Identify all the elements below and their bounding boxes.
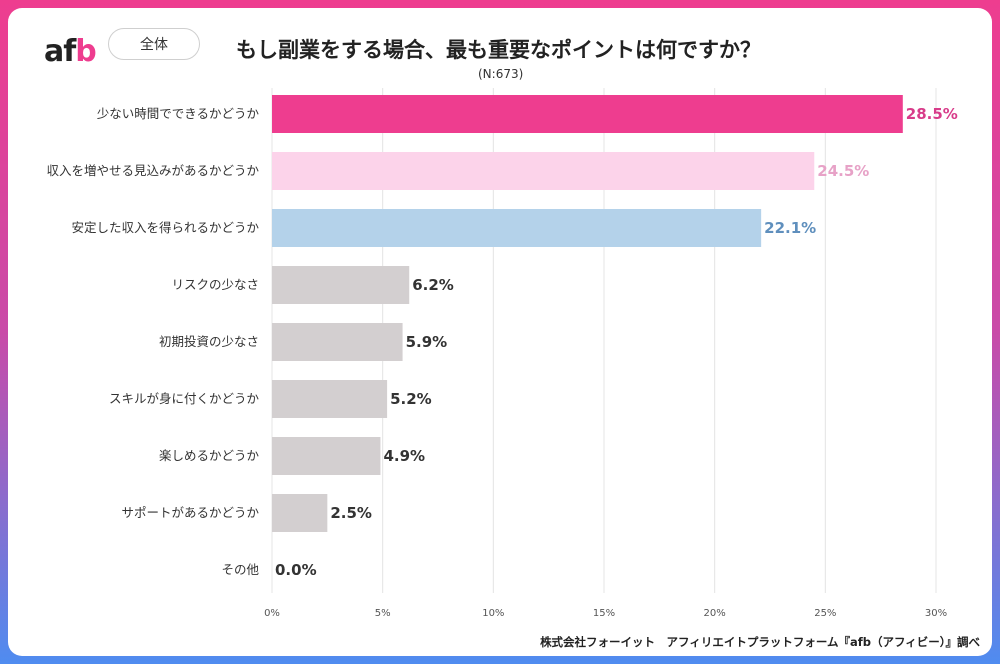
value-label: 6.2%: [412, 276, 454, 294]
category-label: 収入を増やせる見込みがあるかどうか: [46, 163, 259, 178]
x-tick-label: 5%: [375, 608, 391, 619]
value-label: 5.9%: [406, 333, 448, 351]
x-tick-label: 20%: [704, 608, 726, 619]
bar-layer: [272, 95, 903, 532]
value-label: 28.5%: [906, 105, 958, 123]
category-label: サポートがあるかどうか: [121, 505, 259, 520]
scope-badge: 全体: [108, 28, 200, 60]
x-tick-label: 30%: [925, 608, 947, 619]
bar: [272, 95, 903, 133]
source-note: 株式会社フォーイット アフィリエイトプラットフォーム『afb（アフィビー）』調べ: [540, 635, 980, 649]
category-label: 楽しめるかどうか: [159, 448, 260, 463]
value-label: 2.5%: [330, 504, 372, 522]
category-label: スキルが身に付くかどうか: [109, 391, 260, 406]
category-label: 安定した収入を得られるかどうか: [71, 220, 259, 235]
chart-card: afb 全体 もし副業をする場合、最も重要なポイントは何ですか？ (N:673)…: [8, 8, 992, 656]
bar: [272, 152, 815, 190]
label-layer: 少ない時間でできるかどうか 28.5% 収入を増やせる見込みがあるかどうか 24.5%…: [46, 105, 957, 579]
value-label: 0.0%: [275, 561, 317, 579]
logo-accent: b: [75, 34, 97, 69]
category-label: その他: [221, 562, 259, 577]
category-label: 初期投資の少なさ: [159, 334, 259, 349]
x-tick-label: 15%: [593, 608, 615, 619]
afb-logo: afb: [44, 34, 97, 69]
x-tick-label: 0%: [264, 608, 280, 619]
logo-text: af: [44, 34, 76, 69]
bar: [272, 437, 381, 475]
bar: [272, 209, 762, 247]
bar: [272, 323, 403, 361]
bar: [272, 494, 328, 532]
value-label: 22.1%: [764, 219, 816, 237]
value-label: 5.2%: [390, 390, 432, 408]
x-tick-label: 10%: [482, 608, 504, 619]
x-tick-label: 25%: [814, 608, 836, 619]
value-label: 4.9%: [383, 447, 425, 465]
bar: [272, 266, 410, 304]
bar: [272, 380, 388, 418]
value-label: 24.5%: [817, 162, 869, 180]
category-label: 少ない時間でできるかどうか: [97, 106, 260, 121]
tick-layer: 0% 5% 10% 15% 20% 25% 30%: [264, 608, 947, 619]
chart-title: もし副業をする場合、最も重要なポイントは何ですか？: [236, 38, 761, 62]
category-label: リスクの少なさ: [171, 277, 259, 292]
bar-chart: 少ない時間でできるかどうか 28.5% 収入を増やせる見込みがあるかどうか 24.5%…: [46, 88, 958, 619]
sample-size: (N:673): [478, 67, 524, 81]
